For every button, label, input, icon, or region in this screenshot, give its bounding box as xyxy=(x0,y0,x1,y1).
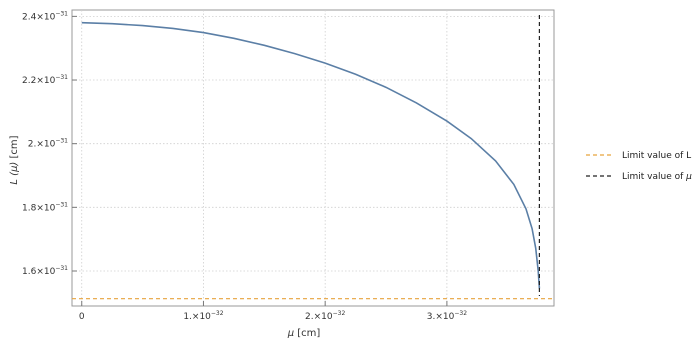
plot-frame xyxy=(71,9,555,307)
legend: Limit value of L Limit value of μ xyxy=(586,151,692,182)
x-ticks: 0 1.×10−32 2.×10−32 3.×10−32 xyxy=(79,301,467,322)
x-tick-label: 2.×10−32 xyxy=(305,310,345,322)
y-tick-label: 1.8×10−31 xyxy=(22,201,68,213)
y-tick-label: 1.6×10−31 xyxy=(22,265,68,277)
y-tick-label: 2.×10−31 xyxy=(28,138,68,150)
x-tick-label: 1.×10−32 xyxy=(183,310,223,322)
x-tick-label: 3.×10−32 xyxy=(427,310,467,322)
legend-label-limit-mu: Limit value of μ xyxy=(622,172,692,182)
y-axis-label: L (μ) [cm] xyxy=(9,135,20,184)
curve-L-of-mu xyxy=(81,21,541,289)
x-axis-label: μ [cm] xyxy=(287,328,321,339)
y-tick-label: 2.4×10−31 xyxy=(22,10,68,22)
legend-label-limit-L: Limit value of L xyxy=(622,151,691,161)
x-tick-label: 0 xyxy=(79,312,85,322)
y-tick-label: 2.2×10−31 xyxy=(22,74,68,86)
series-layer xyxy=(72,15,554,300)
grid xyxy=(72,10,554,306)
y-ticks: 1.6×10−31 1.8×10−31 2.×10−31 2.2×10−31 2.4×1… xyxy=(22,10,77,277)
